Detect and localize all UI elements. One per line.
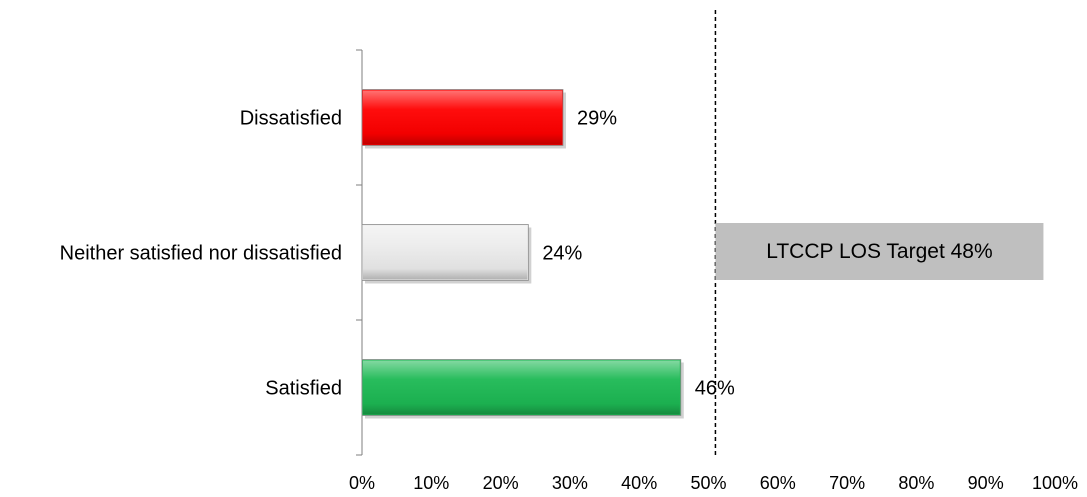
category-label-satisfied: Satisfied [265,378,342,400]
target-label: LTCCP LOS Target 48% [766,240,992,263]
x-tick-label-10: 10% [413,473,449,493]
x-tick-label-100: 100% [1032,473,1078,493]
x-tick-label-50: 50% [690,473,726,493]
bar-shine-neither-satisfied-nor-dissatisfied [363,225,528,280]
x-tick-label-20: 20% [483,473,519,493]
x-tick-label-0: 0% [349,473,375,493]
category-label-neither-satisfied-nor-dissatisfied: Neither satisfied nor dissatisfied [60,243,342,265]
target-layer: LTCCP LOS Target 48% [714,10,1044,455]
x-tick-label-90: 90% [968,473,1004,493]
bar-layer: Dissatisfied 29% Neither satisfied nor dis… [60,89,735,419]
bar-shine-satisfied [363,360,680,415]
x-tick-label-30: 30% [552,473,588,493]
x-tick-label-80: 80% [898,473,934,493]
value-label-dissatisfied: 29% [577,108,617,130]
axis-layer: 0% 10% 20% 30% 40% 50% 60% 70% 80% 90% 100% [349,49,1078,493]
x-tick-label-60: 60% [760,473,796,493]
x-tick-label-40: 40% [621,473,657,493]
category-label-dissatisfied: Dissatisfied [240,108,342,130]
value-label-neither-satisfied-nor-dissatisfied: 24% [542,243,582,265]
x-tick-label-70: 70% [829,473,865,493]
bar-shine-dissatisfied [363,90,562,145]
target-label-box [715,223,1044,280]
